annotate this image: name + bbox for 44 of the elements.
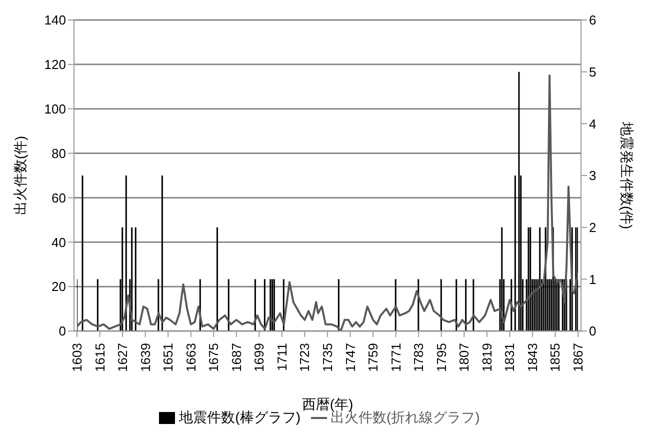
x-tick-label: 1843 (524, 343, 540, 372)
x-tick-label: 1807 (456, 343, 472, 372)
x-tick-label: 1615 (92, 343, 108, 372)
x-tick-label: 1819 (479, 343, 494, 372)
x-tick-label: 1783 (411, 343, 426, 372)
x-tick-label: 1627 (115, 343, 130, 372)
y-tick-label: 80 (52, 146, 66, 161)
x-tick-label: 1735 (320, 343, 335, 372)
y2-tick-label: 3 (589, 168, 596, 184)
x-axis-title: 西暦(年) (302, 396, 354, 412)
legend-label: 地震件数(棒グラフ) (179, 409, 300, 425)
x-tick-label: 1795 (434, 343, 449, 372)
x-tick-label: 1855 (548, 343, 563, 372)
y-tick-label: 0 (58, 324, 66, 339)
x-tick-label: 1699 (252, 343, 267, 372)
legend-label: 出火件数(折れ線グラフ) (330, 409, 480, 425)
y2-tick-label: 1 (589, 272, 596, 287)
y-tick-label: 100 (44, 101, 66, 116)
y-tick-label: 60 (52, 190, 66, 206)
x-tick-label: 1663 (183, 343, 198, 372)
x-tick-label: 1831 (502, 343, 518, 372)
y-axis-title: 出火件数(件) (12, 136, 28, 216)
x-tick-label: 1675 (206, 343, 222, 372)
x-tick-label: 1687 (228, 343, 244, 372)
y2-tick-label: 5 (589, 64, 596, 80)
y2-axis-title: 地震発生件数(件) (619, 120, 636, 230)
y-tick-label: 40 (52, 234, 66, 250)
y2-tick-label: 4 (589, 116, 596, 132)
x-tick-label: 1759 (366, 343, 381, 372)
line-series (77, 74, 578, 331)
y2-tick-label: 2 (589, 220, 596, 235)
x-tick-label: 1639 (138, 343, 153, 372)
x-tick-label: 1747 (342, 343, 358, 372)
x-tick-label: 1723 (297, 343, 312, 372)
y2-tick-label: 6 (589, 12, 596, 28)
x-tick-label: 1603 (70, 343, 84, 372)
x-tick-label: 1867 (570, 343, 586, 372)
x-tick-label: 1711 (274, 343, 290, 371)
y-tick-label: 120 (44, 57, 66, 72)
y-tick-label: 20 (52, 279, 66, 294)
y2-tick-label: 0 (589, 324, 596, 339)
x-tick-label: 1771 (388, 343, 404, 372)
x-tick-label: 1651 (160, 343, 176, 372)
y-tick-label: 140 (44, 12, 66, 28)
